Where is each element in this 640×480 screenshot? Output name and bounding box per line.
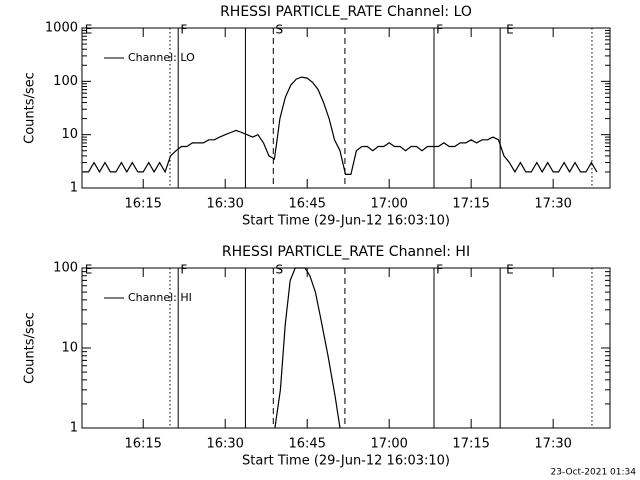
y-axis-label: Counts/sec (23, 312, 38, 384)
event-label: S (275, 263, 283, 277)
event-label: E (85, 23, 93, 37)
data-line (83, 76, 598, 175)
x-tick-label: 16:30 (206, 197, 243, 212)
x-tick-label: 17:00 (370, 437, 407, 452)
y-tick-label: 1000 (45, 21, 78, 36)
legend-label: Channel: LO (128, 51, 195, 64)
event-label: E (506, 263, 514, 277)
y-tick-label: 100 (53, 74, 78, 89)
plot-frame (81, 27, 611, 189)
y-axis-label: Counts/sec (23, 72, 38, 144)
event-label: F (436, 263, 443, 277)
x-tick-label: 17:00 (370, 197, 407, 212)
y-tick-label: 10 (61, 127, 78, 142)
chart-title: RHESSI PARTICLE_RATE Channel: LO (220, 4, 472, 20)
x-tick-label: 16:30 (206, 437, 243, 452)
footer: 23-Oct-2021 01:34 (551, 468, 637, 478)
x-tick-label: 17:15 (452, 437, 489, 452)
event-label: F (180, 263, 187, 277)
chart-title: RHESSI PARTICLE_RATE Channel: HI (222, 244, 470, 260)
y-tick-label: 100 (53, 261, 78, 276)
y-tick-label: 1 (70, 421, 78, 436)
x-tick-label: 16:15 (124, 437, 161, 452)
event-label: S (275, 23, 283, 37)
x-tick-label: 16:45 (288, 437, 325, 452)
y-tick-label: 10 (61, 341, 78, 356)
x-tick-label: 17:30 (534, 437, 571, 452)
event-label: E (85, 263, 93, 277)
x-tick-label: 16:15 (124, 197, 161, 212)
event-label: F (180, 23, 187, 37)
x-tick-label: 17:15 (452, 197, 489, 212)
event-label: E (506, 23, 514, 37)
y-tick-label: 1 (70, 181, 78, 196)
legend-label: Channel: HI (128, 291, 192, 304)
x-tick-label: 16:45 (288, 197, 325, 212)
x-axis-label: Start Time (29-Jun-12 16:03:10) (242, 454, 450, 469)
x-axis-label: Start Time (29-Jun-12 16:03:10) (242, 214, 450, 229)
event-label: F (436, 23, 443, 37)
x-tick-label: 17:30 (534, 197, 571, 212)
data-line (274, 267, 341, 429)
